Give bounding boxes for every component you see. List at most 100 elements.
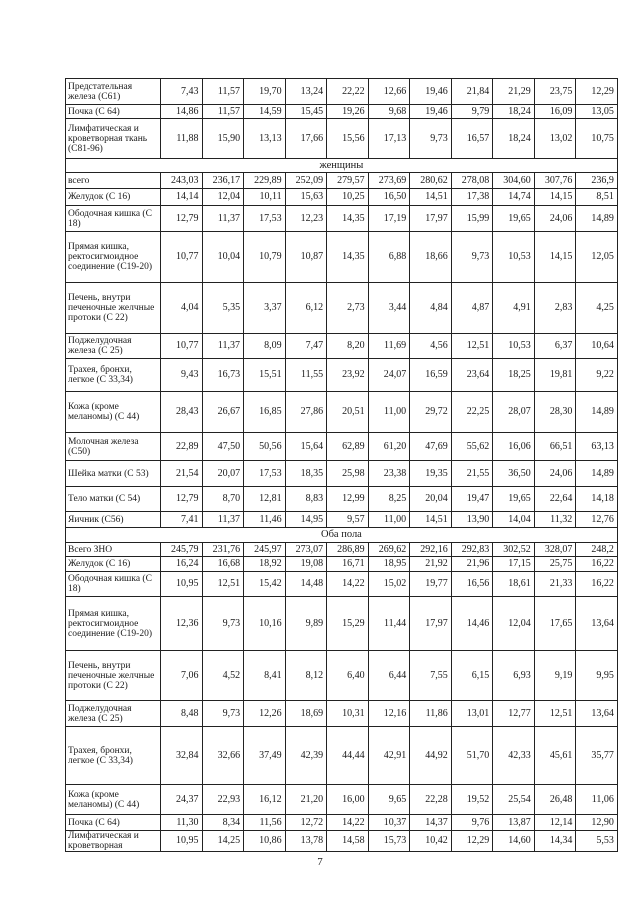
cell-value: 11,37: [201, 511, 245, 528]
cell-value: 10,42: [409, 830, 452, 852]
cell-value: 17,19: [367, 205, 411, 232]
cell-value: 16,09: [533, 104, 577, 119]
row-label: Желудок (С 16): [65, 188, 161, 206]
cell-value: 13,64: [575, 596, 618, 651]
cell-value: 14,46: [450, 596, 494, 651]
cell-value: 229,89: [243, 172, 286, 189]
table-row: Печень, внутри печеночные желчные проток…: [65, 650, 618, 701]
cell-value: 6,15: [450, 650, 494, 701]
cell-value: 17,66: [284, 118, 328, 159]
cell-value: 9,57: [326, 511, 369, 528]
cell-value: 12,99: [326, 486, 369, 512]
cell-value: 19,70: [243, 78, 286, 105]
cell-value: 7,43: [160, 78, 203, 105]
table-row: Всего ЗНО 245,79 231,76 245,97 273,07 286,89 2…: [65, 542, 618, 557]
cell-value: 32,66: [201, 726, 245, 785]
cell-value: 14,58: [326, 830, 369, 852]
cell-value: 9,89: [284, 596, 328, 651]
cell-value: 11,30: [160, 814, 203, 831]
cell-value: 14,51: [409, 188, 452, 206]
cell-value: 10,64: [575, 333, 618, 359]
cell-value: 12,23: [284, 205, 328, 232]
cell-value: 18,69: [284, 700, 328, 727]
row-label: Кожа (кроме меланомы) (С 44): [65, 391, 161, 433]
cell-value: 62,89: [326, 432, 369, 461]
cell-value: 17,97: [409, 205, 452, 232]
cell-value: 15,73: [367, 830, 411, 852]
cell-value: 25,54: [492, 784, 535, 815]
cell-value: 16,56: [450, 571, 494, 597]
cell-value: 13,78: [284, 830, 328, 852]
cell-value: 18,66: [409, 231, 452, 283]
cell-value: 15,02: [367, 571, 411, 597]
cell-value: 7,47: [284, 333, 328, 359]
cell-value: 328,07: [533, 542, 577, 557]
cell-value: 14,89: [575, 391, 618, 433]
cell-value: 16,00: [326, 784, 369, 815]
cell-value: 16,22: [575, 556, 618, 572]
cell-value: 15,56: [326, 118, 369, 159]
cell-value: 24,06: [533, 460, 577, 487]
cell-value: 12,66: [367, 78, 411, 105]
table-row: Желудок (С 16) 14,14 12,04 10,11 15,63 10,25 1…: [65, 188, 618, 206]
cell-value: 28,43: [160, 391, 203, 433]
table-row: Кожа (кроме меланомы) (С 44) 28,43 26,67 16…: [65, 391, 618, 433]
cell-value: 16,24: [160, 556, 203, 572]
cell-value: 23,38: [367, 460, 411, 487]
cell-value: 12,72: [284, 814, 328, 831]
cell-value: 273,07: [284, 542, 328, 557]
cell-value: 231,76: [201, 542, 245, 557]
cell-value: 14,14: [160, 188, 203, 206]
cell-value: 14,18: [575, 486, 618, 512]
cell-value: 13,90: [450, 511, 494, 528]
cell-value: 9,22: [575, 358, 618, 392]
cell-value: 10,95: [160, 830, 203, 852]
cell-value: 18,92: [243, 556, 286, 572]
cell-value: 4,91: [492, 282, 535, 334]
cell-value: 10,16: [243, 596, 286, 651]
cell-value: 14,04: [492, 511, 535, 528]
cell-value: 14,25: [201, 830, 245, 852]
cell-value: 25,98: [326, 460, 369, 487]
cell-value: 4,25: [575, 282, 618, 334]
cell-value: 18,24: [492, 104, 535, 119]
cell-value: 12,29: [575, 78, 618, 105]
cell-value: 5,35: [201, 282, 245, 334]
table-row: всего 243,03 236,17 229,89 252,09 279,57 273,6…: [65, 172, 618, 189]
table-row: Тело матки (С 54) 12,79 8,70 12,81 8,83 12,99…: [65, 486, 618, 512]
table-row: Поджелудочная железа (С 25) 8,48 9,73 12,26…: [65, 700, 618, 727]
cell-value: 6,44: [367, 650, 411, 701]
table-row: Почка (С 64) 11,30 8,34 11,56 12,72 14,22 10,3…: [65, 814, 618, 831]
cell-value: 14,15: [533, 188, 577, 206]
cell-value: 17,65: [533, 596, 577, 651]
table-row: Прямая кишка, ректосигмоидное соединение…: [65, 231, 618, 283]
cell-value: 17,53: [243, 205, 286, 232]
row-label: Молочная железа (С50): [65, 432, 161, 461]
cell-value: 44,44: [326, 726, 369, 785]
cell-value: 8,41: [243, 650, 286, 701]
cell-value: 19,65: [492, 205, 535, 232]
cell-value: 20,51: [326, 391, 369, 433]
cell-value: 9,65: [367, 784, 411, 815]
cell-value: 21,96: [450, 556, 494, 572]
row-label: Лимфатическая и кроветворная ткань (С81-…: [65, 118, 161, 159]
section-header: Оба пола: [65, 527, 618, 543]
cell-value: 17,38: [450, 188, 494, 206]
cell-value: 35,77: [575, 726, 618, 785]
row-label: Прямая кишка, ректосигмоидное соединение…: [65, 231, 161, 283]
cell-value: 12,51: [450, 333, 494, 359]
cell-value: 11,44: [367, 596, 411, 651]
cell-value: 16,71: [326, 556, 369, 572]
cell-value: 17,97: [409, 596, 452, 651]
cell-value: 9,68: [367, 104, 411, 119]
cell-value: 4,87: [450, 282, 494, 334]
cell-value: 12,51: [533, 700, 577, 727]
cell-value: 304,60: [492, 172, 535, 189]
cell-value: 248,2: [575, 542, 618, 557]
row-label: Всего ЗНО: [65, 542, 161, 557]
table-row: Ободочная кишка (С 18) 12,79 11,37 17,53 12,…: [65, 205, 618, 232]
row-label: всего: [65, 172, 161, 189]
cell-value: 6,40: [326, 650, 369, 701]
cell-value: 10,31: [326, 700, 369, 727]
cell-value: 6,88: [367, 231, 411, 283]
